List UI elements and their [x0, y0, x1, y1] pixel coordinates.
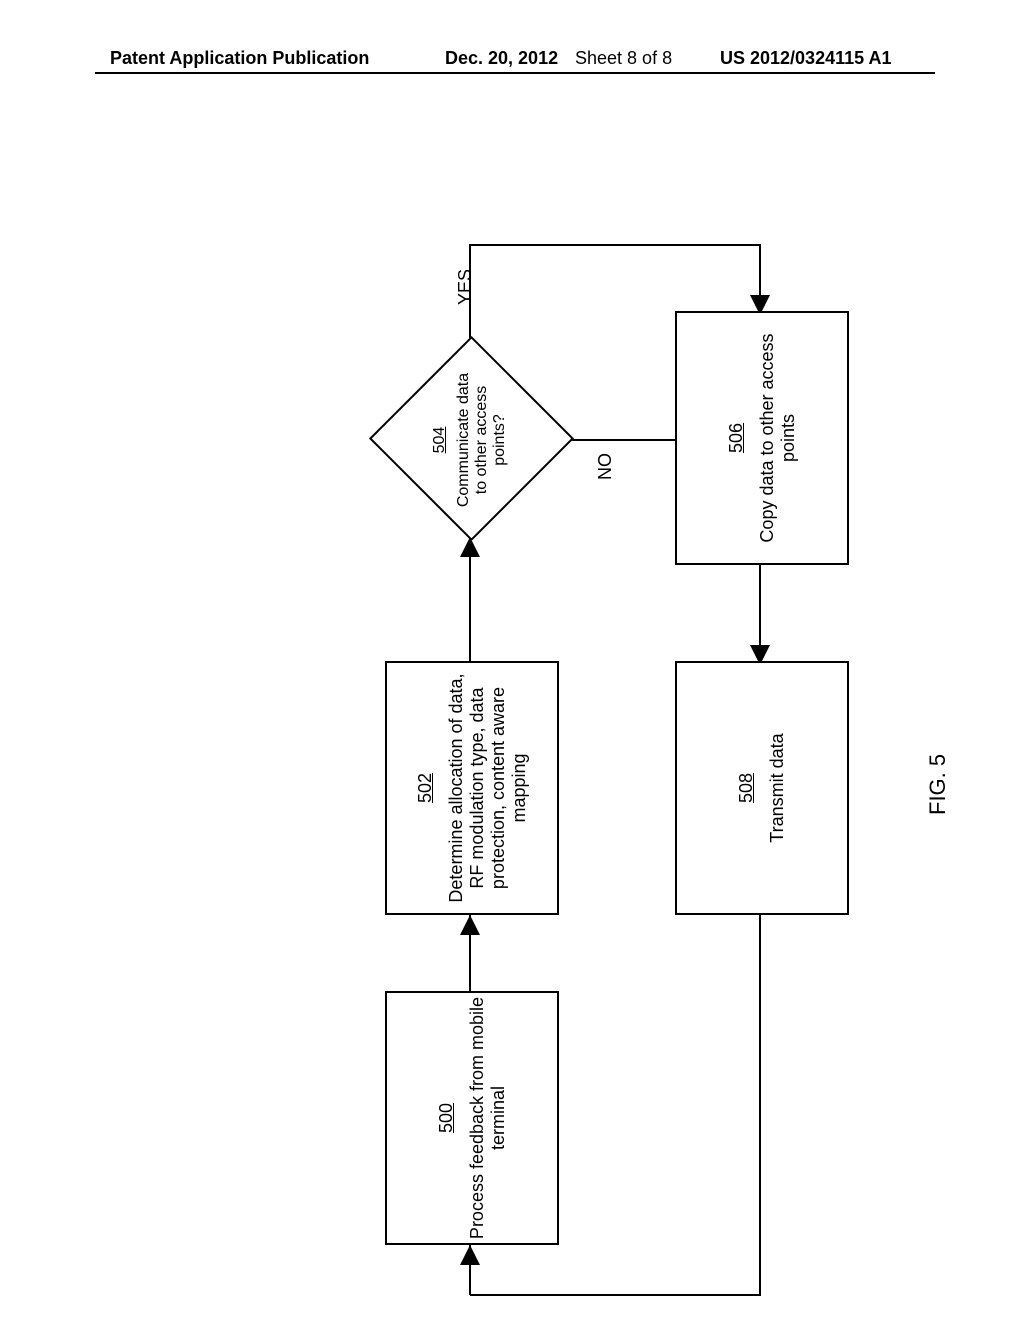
publication-date: Dec. 20, 2012 [445, 48, 558, 69]
edge-label-yes: YES [455, 269, 476, 305]
text-508: Transmit data [767, 733, 788, 842]
sheet-number: Sheet 8 of 8 [575, 48, 672, 69]
ref-506: 506 [726, 423, 747, 453]
flowchart: 500 Process feedback from mobile termina… [0, 265, 1024, 1095]
diamond-text-wrap: 504 Communicate data to other access poi… [370, 340, 570, 540]
process-box-508: 508 Transmit data [675, 661, 849, 915]
process-box-500: 500 Process feedback from mobile termina… [385, 991, 559, 1245]
ref-508: 508 [736, 773, 757, 803]
text-504: Communicate data to other access points? [455, 365, 509, 515]
ref-502: 502 [415, 773, 436, 803]
header-rule [95, 72, 935, 74]
text-502: Determine allocation of data, RF modulat… [446, 663, 530, 913]
text-506: Copy data to other access points [757, 313, 799, 563]
figure-label: FIG. 5 [925, 754, 951, 815]
decision-diamond-504: 504 Communicate data to other access poi… [370, 340, 570, 540]
ref-504: 504 [431, 427, 449, 454]
publication-label: Patent Application Publication [110, 48, 369, 69]
publication-number: US 2012/0324115 A1 [720, 48, 891, 69]
process-box-502: 502 Determine allocation of data, RF mod… [385, 661, 559, 915]
ref-500: 500 [436, 1103, 457, 1133]
text-500: Process feedback from mobile terminal [467, 993, 509, 1243]
edge-label-no: NO [595, 453, 616, 480]
process-box-506: 506 Copy data to other access points [675, 311, 849, 565]
